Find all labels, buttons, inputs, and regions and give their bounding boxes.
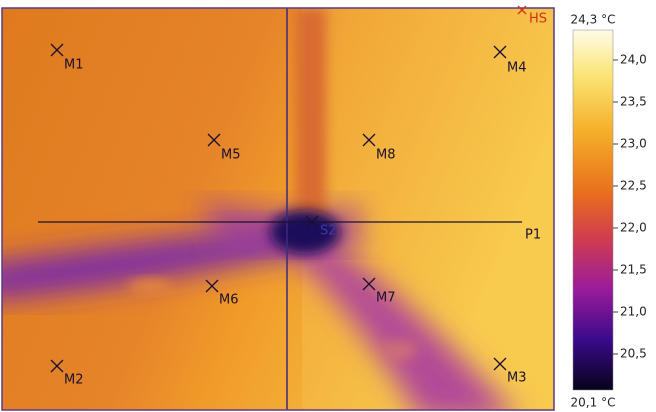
marker-label: M2: [64, 373, 84, 388]
marker: M5: [207, 133, 241, 163]
marker-label: M4: [507, 61, 527, 76]
scale-tick-label: 23,0: [620, 137, 647, 151]
markers: M1 M2 M3 M4 M5 M6 M7 M8: [50, 43, 527, 388]
marker: M4: [493, 45, 527, 76]
thermal-image: S2: [2, 8, 554, 410]
scale-tick-label: 24,0: [620, 53, 647, 67]
marker-label: M6: [219, 293, 239, 308]
marker-label: M7: [376, 291, 396, 306]
marker: M3: [493, 357, 527, 386]
marker: M7: [362, 277, 396, 306]
scale-tick-label: 21,0: [620, 305, 647, 319]
scale-tick-label: 22,0: [620, 221, 647, 235]
spot-label: S2: [320, 224, 337, 239]
scale-tick-label: 20,5: [620, 347, 647, 361]
marker: M8: [362, 133, 396, 163]
scale-tick-label: 22,5: [620, 179, 647, 193]
marker: M1: [50, 43, 84, 73]
scale-min: 20,1 °C: [571, 396, 616, 410]
scale-max: 24,3 °C: [571, 13, 616, 27]
marker: M2: [50, 359, 84, 388]
color-scale: 24,3 °C 20,1 °C 24,0 23,5 23,0 22,5 22,0 21,5…: [571, 13, 647, 410]
marker-label: M3: [507, 371, 527, 386]
scale-tick-label: 23,5: [620, 95, 647, 109]
hot-spot: HS: [517, 5, 547, 27]
marker: M6: [205, 279, 239, 308]
scale-tick-label: 21,5: [620, 263, 647, 277]
color-bar: [572, 29, 614, 391]
profile-label: P1: [525, 228, 541, 243]
spot-s2: S2: [305, 215, 337, 239]
hot-spot-label: HS: [529, 12, 547, 27]
marker-label: M8: [376, 148, 396, 163]
marker-label: M5: [221, 148, 241, 163]
marker-label: M1: [64, 58, 84, 73]
